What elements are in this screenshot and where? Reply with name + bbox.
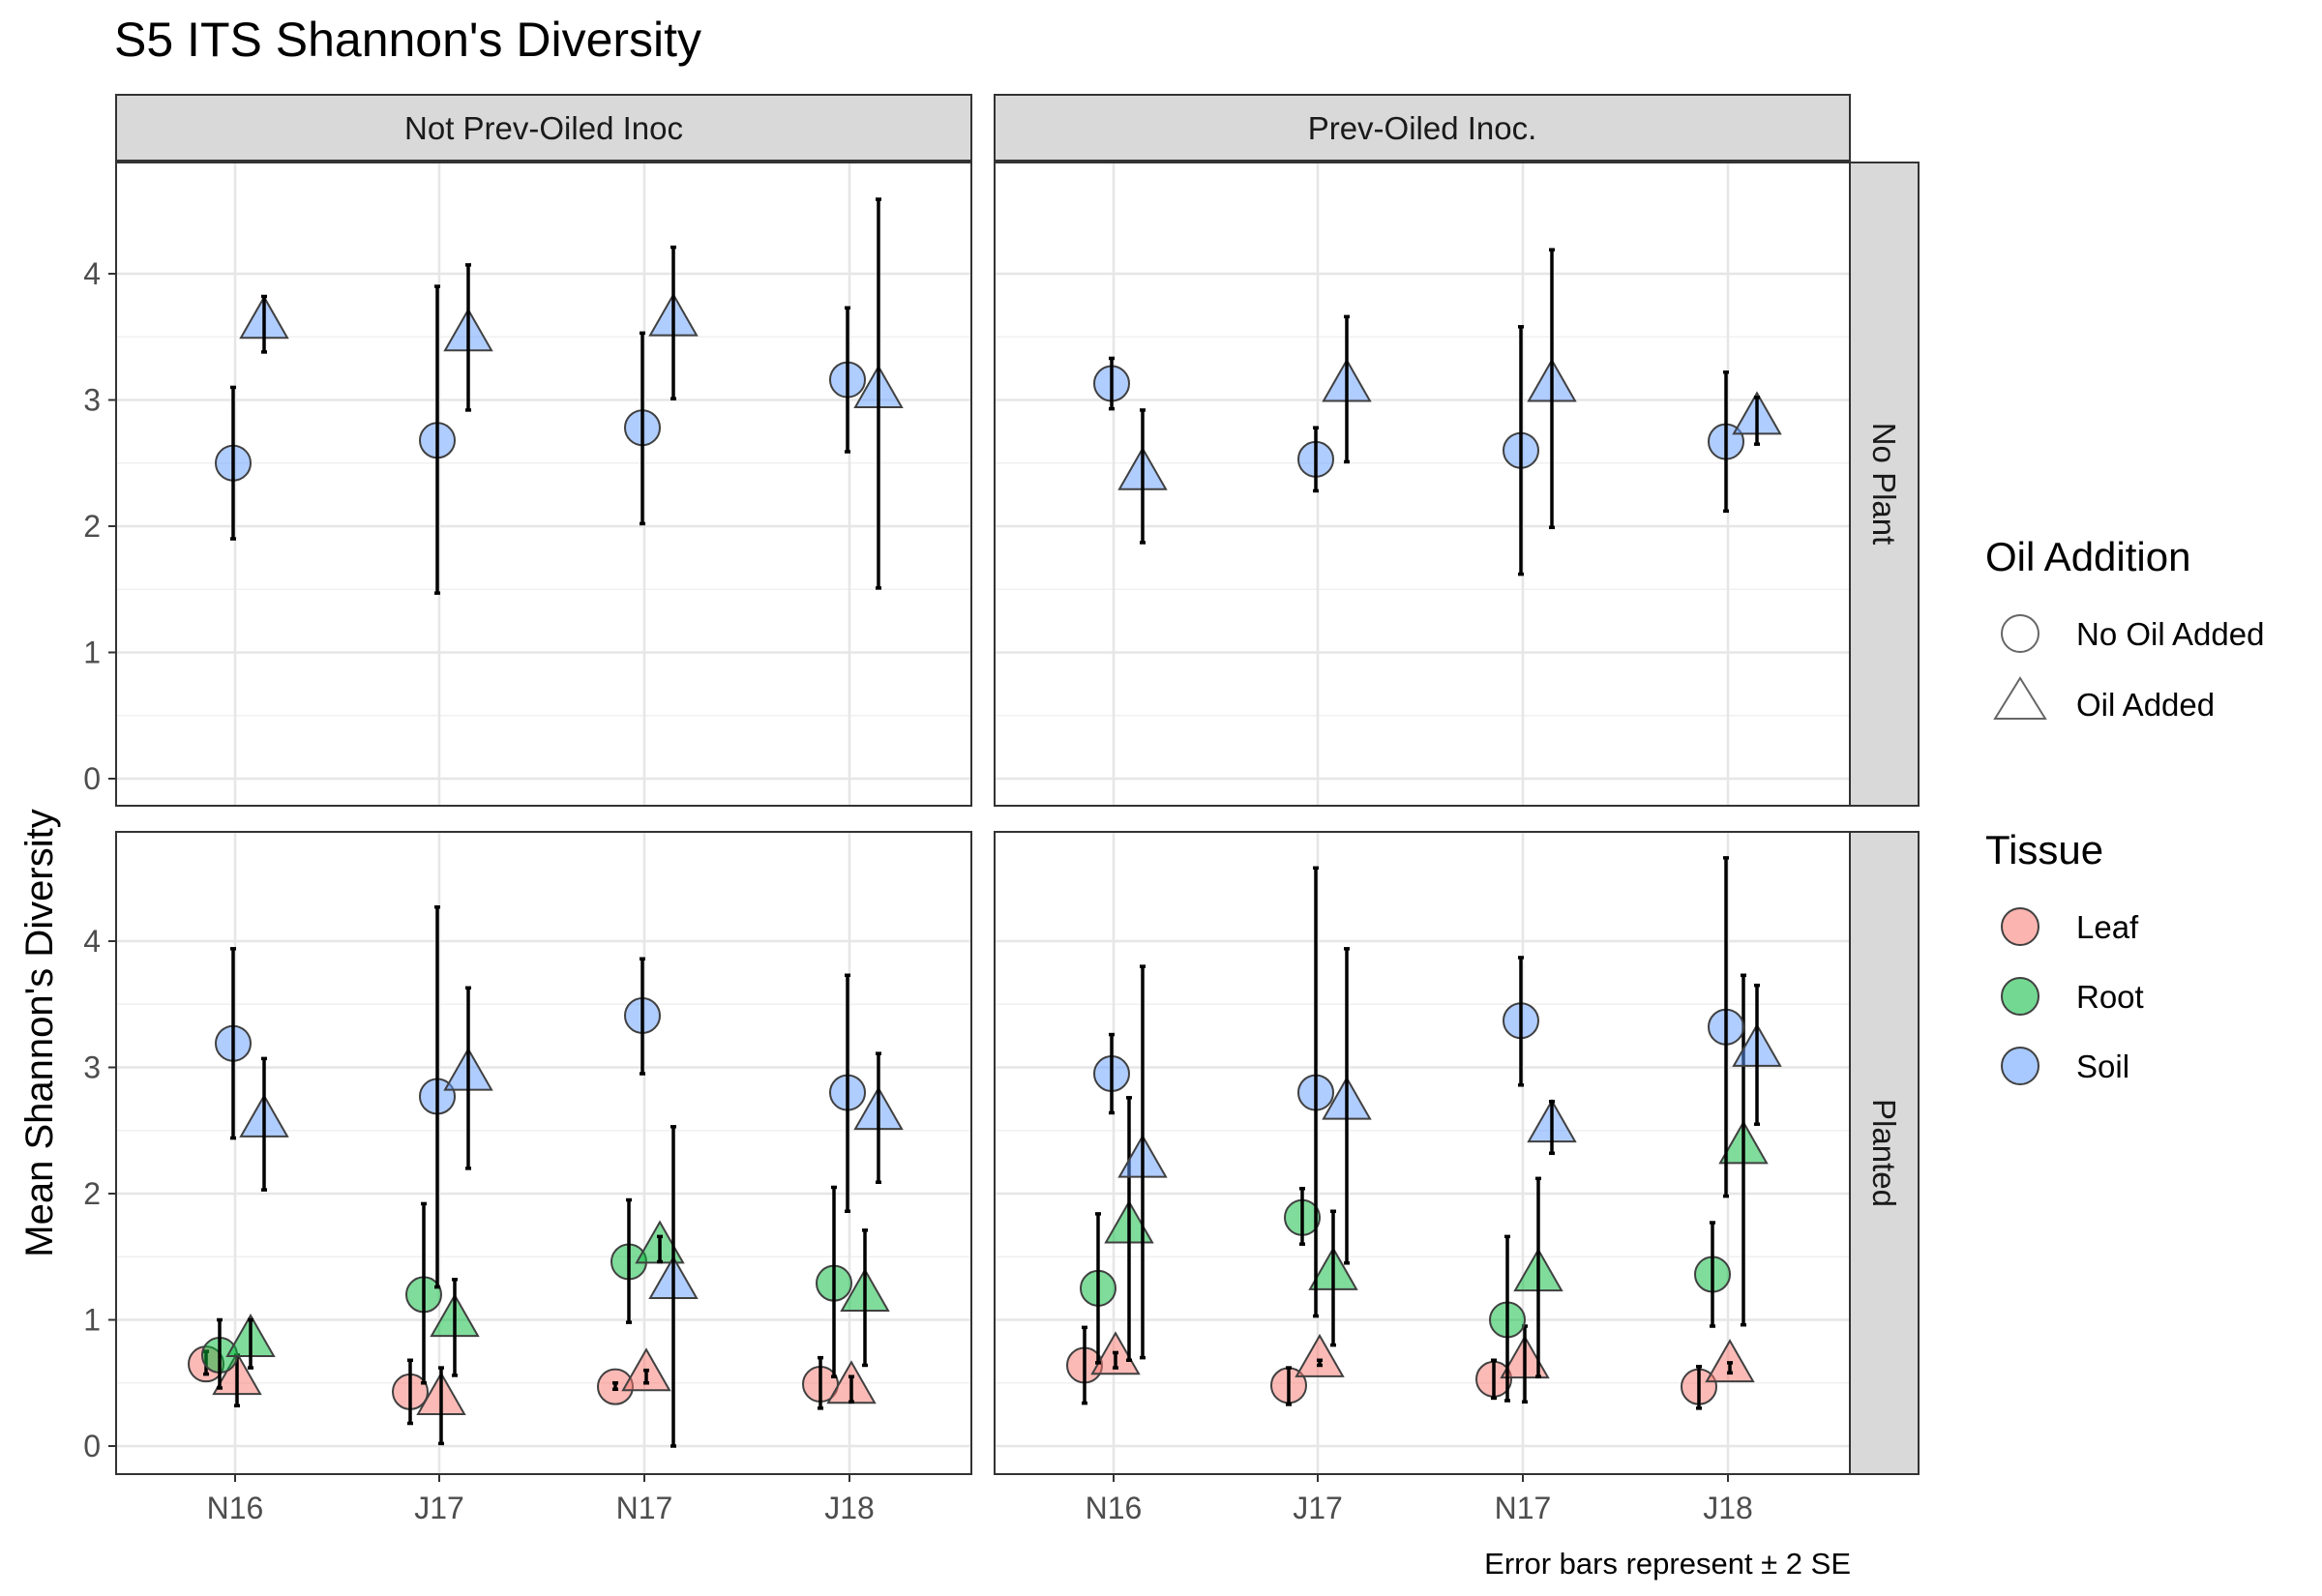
legend-swatch-leaf bbox=[2001, 907, 2039, 946]
x-tick-label: N17 bbox=[616, 1491, 673, 1525]
chart-caption: Error bars represent ± 2 SE bbox=[1484, 1547, 1851, 1581]
x-tick-label: N17 bbox=[1495, 1491, 1552, 1525]
x-tick-label: J18 bbox=[824, 1491, 875, 1525]
legend-swatch-root bbox=[2001, 977, 2039, 1016]
y-tick-label: 3 bbox=[83, 383, 101, 418]
row-strip-planted bbox=[1849, 831, 1920, 1475]
y-tick-label: 2 bbox=[83, 509, 101, 544]
x-tick-label: N16 bbox=[207, 1491, 264, 1525]
panel-border bbox=[115, 831, 972, 1475]
panel-border bbox=[115, 162, 972, 807]
point-j18-leaf-oil-added-triangle bbox=[1705, 1339, 1755, 1383]
y-tick-label: 0 bbox=[83, 1429, 101, 1463]
y-tick-label: 0 bbox=[83, 761, 101, 796]
legend-label-root: Root bbox=[2076, 979, 2144, 1015]
legend-swatch-soil bbox=[2001, 1047, 2039, 1085]
col-strip-label-not-prev-oiled: Not Prev-Oiled Inoc bbox=[404, 110, 683, 146]
legend-label-oil-added: Oil Added bbox=[2076, 687, 2215, 723]
panel-background bbox=[116, 163, 971, 806]
panel-border bbox=[994, 831, 1851, 1475]
legend-label-soil: Soil bbox=[2076, 1049, 2129, 1084]
y-axis-title: Mean Shannon's Diversity bbox=[18, 809, 61, 1256]
y-tick-label: 4 bbox=[83, 924, 101, 959]
x-tick-label: J17 bbox=[1293, 1491, 1343, 1525]
legend-tissue: Tissue Leaf Root Soil bbox=[1985, 827, 2144, 1085]
col-strip-not-prev-oiled bbox=[115, 94, 972, 162]
legend-triangle-shape bbox=[1993, 676, 2047, 720]
legend-circle-shape bbox=[2001, 614, 2039, 653]
col-strip-label-prev-oiled: Prev-Oiled Inoc. bbox=[1308, 110, 1537, 146]
panel-background bbox=[116, 832, 971, 1474]
x-tick-label: J17 bbox=[414, 1491, 464, 1525]
panel-prev-oiled-inoc-planted bbox=[995, 832, 1850, 1474]
row-strip-no-plant bbox=[1849, 162, 1920, 807]
row-strip-label-no-plant: No Plant bbox=[1866, 423, 1902, 546]
chart-title: S5 ITS Shannon's Diversity bbox=[114, 13, 701, 67]
legend-label-no-oil: No Oil Added bbox=[2076, 616, 2264, 652]
panel-not-prev-oiled-inoc-no-plant bbox=[116, 163, 971, 806]
y-tick-label: 2 bbox=[83, 1176, 101, 1211]
panels: 0 1 2 3 4 0 1 2 3 4 N16 J17 N17 J18 N16 J17 N17 J18 bbox=[83, 162, 1851, 1525]
panel-border bbox=[994, 162, 1851, 807]
legend-tissue-title: Tissue bbox=[1985, 827, 2103, 872]
row-strip-label-planted: Planted bbox=[1866, 1099, 1902, 1207]
x-tick-label: N16 bbox=[1086, 1491, 1143, 1525]
legend-oil-addition: Oil Addition No Oil Added Oil Added bbox=[1985, 534, 2264, 723]
y-tick-label: 1 bbox=[83, 1303, 101, 1338]
y-tick-label: 3 bbox=[83, 1050, 101, 1085]
y-tick-label: 4 bbox=[83, 256, 101, 291]
x-tick-label: J18 bbox=[1703, 1491, 1753, 1525]
point-j17-leaf-oil-added-triangle bbox=[1295, 1333, 1345, 1377]
col-strip-prev-oiled bbox=[994, 94, 1851, 162]
panel-not-prev-oiled-inoc-planted bbox=[116, 832, 971, 1474]
panel-prev-oiled-inoc-no-plant bbox=[995, 163, 1850, 806]
legend-label-leaf: Leaf bbox=[2076, 909, 2139, 945]
y-tick-label: 1 bbox=[83, 635, 101, 670]
legend-oil-title: Oil Addition bbox=[1985, 534, 2190, 579]
